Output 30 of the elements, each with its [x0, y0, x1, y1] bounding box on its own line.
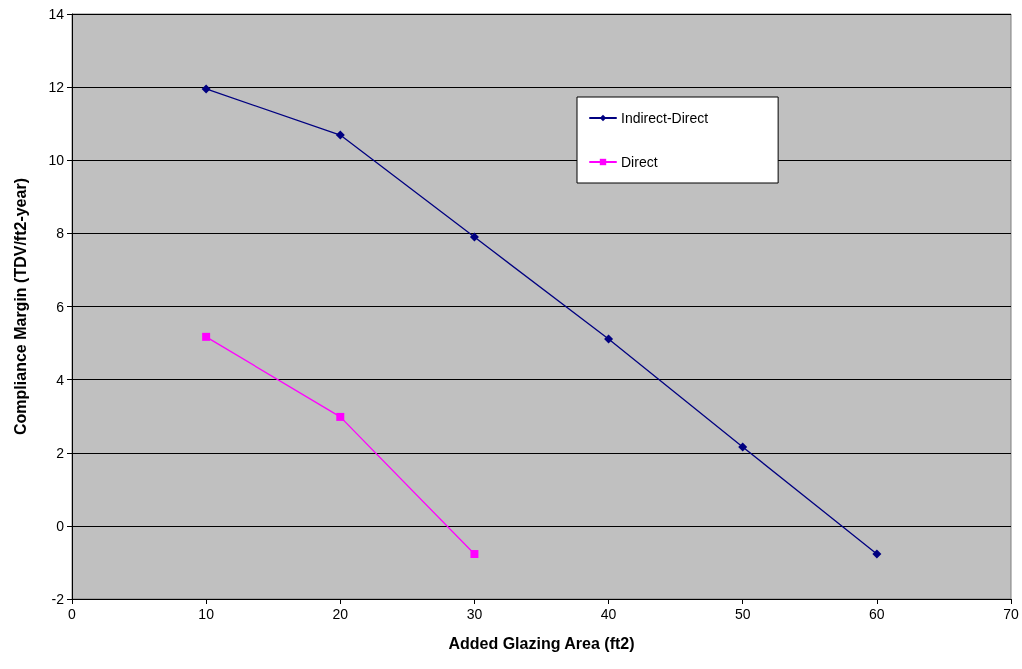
x-tick-label: 40 [600, 606, 617, 622]
y-tick-label: 14 [48, 6, 65, 22]
legend-label: Indirect-Direct [621, 110, 709, 126]
y-tick-label: 8 [56, 225, 65, 242]
point [470, 550, 479, 559]
y-tick-label: -2 [51, 591, 65, 607]
x-tick-label: 0 [68, 606, 77, 622]
legend-label: Direct [621, 154, 658, 170]
point [604, 334, 614, 344]
x-tick-label: 60 [869, 606, 885, 622]
point [201, 84, 211, 94]
y-tick-label: 12 [48, 79, 65, 96]
x-tick-label: 70 [1003, 606, 1019, 622]
y-tick-label: 4 [56, 371, 65, 388]
point [336, 412, 345, 421]
point [469, 232, 479, 242]
x-tick-label: 20 [332, 606, 349, 622]
x-tick-label: 50 [734, 606, 751, 622]
y-axis-title: Compliance Margin (TDV/ft2-year) [11, 178, 29, 435]
y-tick-label: 6 [56, 298, 65, 315]
x-axis-title: Added Glazing Area (ft2) [448, 634, 635, 652]
x-tick-label: 10 [198, 606, 215, 622]
point [872, 549, 882, 559]
point [738, 442, 748, 452]
x-tick-label: 30 [466, 606, 483, 622]
point [335, 130, 345, 140]
y-tick-label: 2 [56, 444, 65, 461]
y-tick-label: 10 [48, 152, 65, 169]
point [202, 332, 211, 341]
y-tick-label: 0 [56, 517, 65, 534]
